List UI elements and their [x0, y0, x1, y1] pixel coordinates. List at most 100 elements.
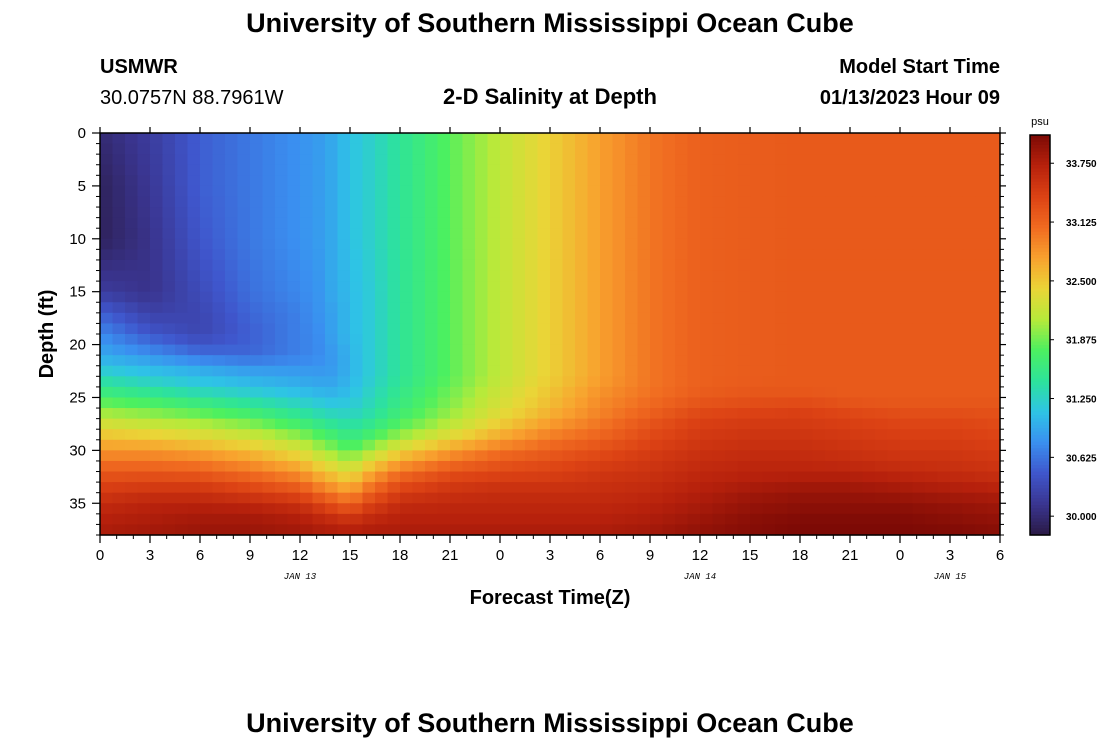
- heatmap-cell: [912, 344, 926, 356]
- heatmap-cell: [712, 450, 726, 462]
- heatmap-cell: [637, 228, 651, 240]
- heatmap-cell: [300, 482, 314, 494]
- heatmap-cell: [212, 439, 226, 451]
- heatmap-cell: [587, 355, 601, 367]
- heatmap-cell: [375, 217, 389, 229]
- heatmap-cell: [262, 376, 276, 388]
- heatmap-cell: [900, 154, 914, 166]
- heatmap-cell: [162, 281, 176, 293]
- heatmap-cell: [937, 344, 951, 356]
- heatmap-cell: [437, 355, 451, 367]
- heatmap-cell: [350, 482, 364, 494]
- heatmap-cell: [762, 291, 776, 303]
- heatmap-cell: [950, 228, 964, 240]
- heatmap-cell: [825, 450, 839, 462]
- heatmap-cell: [650, 386, 664, 399]
- heatmap-cell: [262, 175, 276, 187]
- heatmap-cell: [487, 450, 501, 462]
- heatmap-cell: [475, 482, 489, 494]
- heatmap-cell: [125, 524, 139, 536]
- heatmap-cell: [750, 291, 764, 303]
- x-tick-label: 12: [292, 547, 309, 564]
- heatmap-cell: [212, 291, 226, 303]
- heatmap-cell: [562, 164, 576, 176]
- heatmap-cell: [125, 259, 139, 272]
- heatmap-cell: [250, 175, 264, 187]
- heatmap-cell: [775, 238, 789, 250]
- heatmap-cell: [275, 196, 289, 208]
- heatmap-cell: [237, 312, 251, 325]
- heatmap-cell: [312, 312, 326, 325]
- heatmap-cell: [325, 291, 339, 303]
- heatmap-cell: [137, 471, 151, 483]
- heatmap-cell: [525, 450, 539, 462]
- heatmap-cell: [462, 207, 476, 219]
- heatmap-cell: [137, 344, 151, 356]
- heatmap-cell: [950, 217, 964, 229]
- heatmap-cell: [375, 460, 389, 473]
- heatmap-cell: [775, 418, 789, 430]
- heatmap-cell: [200, 524, 214, 536]
- heatmap-cell: [750, 397, 764, 409]
- heatmap-cell: [137, 439, 151, 451]
- heatmap-cell: [112, 471, 126, 483]
- heatmap-cell: [612, 196, 626, 208]
- heatmap-cell: [487, 259, 501, 272]
- heatmap-cell: [550, 312, 564, 325]
- heatmap-cell: [662, 175, 676, 187]
- heatmap-cell: [700, 418, 714, 430]
- heatmap-cell: [787, 228, 801, 240]
- heatmap-cell: [650, 355, 664, 367]
- heatmap-cell: [625, 185, 639, 198]
- heatmap-cell: [987, 408, 1001, 420]
- heatmap-cell: [775, 196, 789, 208]
- heatmap-cell: [275, 143, 289, 155]
- colorbar-segment: [1030, 278, 1050, 283]
- heatmap-cell: [787, 365, 801, 377]
- heatmap-cell: [287, 408, 301, 420]
- heatmap-cell: [987, 249, 1001, 261]
- heatmap-cell: [625, 471, 639, 483]
- heatmap-cell: [775, 376, 789, 388]
- heatmap-cell: [300, 281, 314, 293]
- heatmap-cell: [350, 228, 364, 240]
- heatmap-cell: [825, 365, 839, 377]
- colorbar-segment: [1030, 288, 1050, 293]
- heatmap-cell: [375, 429, 389, 441]
- heatmap-cell: [987, 524, 1001, 536]
- heatmap-cell: [137, 524, 151, 536]
- heatmap-cell: [487, 323, 501, 335]
- heatmap-cell: [100, 344, 114, 356]
- heatmap-cell: [450, 397, 464, 409]
- heatmap-cell: [725, 450, 739, 462]
- heatmap-cell: [275, 471, 289, 483]
- heatmap-cell: [900, 513, 914, 526]
- heatmap-cell: [387, 175, 401, 187]
- heatmap-cell: [312, 450, 326, 462]
- heatmap-cell: [800, 429, 814, 441]
- heatmap-cell: [400, 207, 414, 219]
- heatmap-cell: [725, 376, 739, 388]
- heatmap-cell: [337, 386, 351, 399]
- heatmap-cell: [750, 164, 764, 176]
- heatmap-cell: [650, 524, 664, 536]
- heatmap-cell: [912, 524, 926, 536]
- heatmap-cell: [150, 492, 164, 504]
- heatmap-cell: [275, 376, 289, 388]
- heatmap-cell: [850, 418, 864, 430]
- heatmap-cell: [262, 513, 276, 526]
- heatmap-cell: [250, 429, 264, 441]
- heatmap-cell: [575, 460, 589, 473]
- heatmap-cell: [437, 302, 451, 314]
- heatmap-cell: [175, 323, 189, 335]
- heatmap-cell: [212, 408, 226, 420]
- heatmap-cell: [237, 344, 251, 356]
- heatmap-cell: [725, 439, 739, 451]
- heatmap-cell: [212, 185, 226, 198]
- heatmap-cell: [212, 334, 226, 346]
- heatmap-cell: [175, 482, 189, 494]
- heatmap-cell: [925, 238, 939, 250]
- heatmap-cell: [925, 344, 939, 356]
- heatmap-cell: [112, 418, 126, 430]
- colorbar-segment: [1030, 335, 1050, 339]
